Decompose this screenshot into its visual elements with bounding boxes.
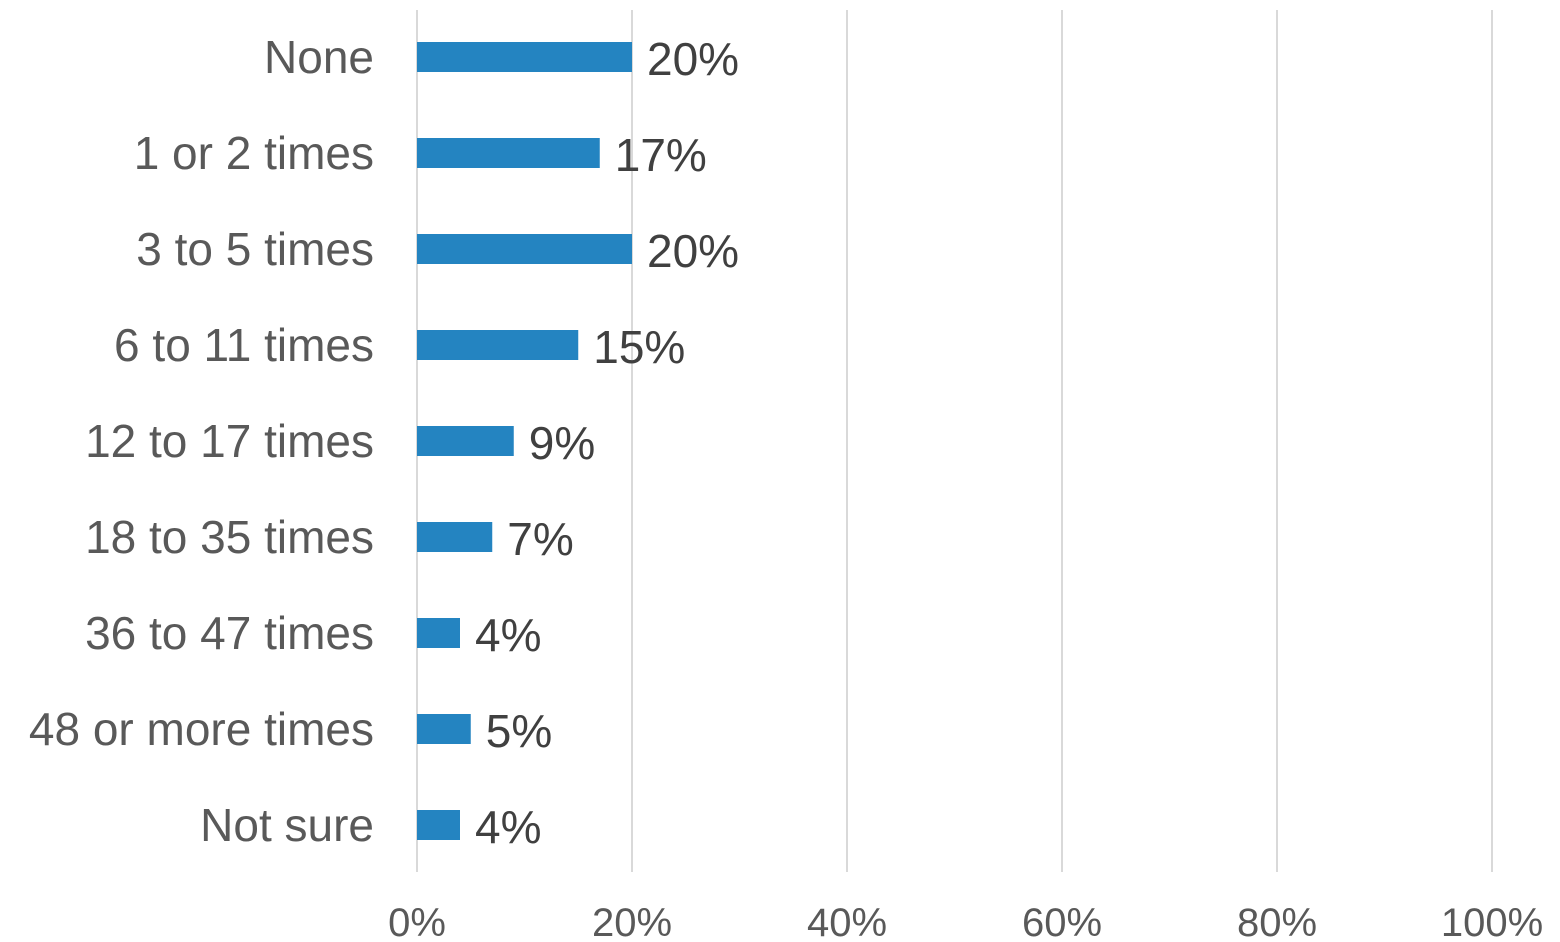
bar	[417, 714, 471, 744]
bar-value-label: 4%	[475, 609, 541, 661]
bar	[417, 426, 514, 456]
bar-value-label: 20%	[647, 33, 739, 85]
category-label: 3 to 5 times	[136, 223, 374, 275]
bar	[417, 234, 632, 264]
bar	[417, 618, 460, 648]
bar	[417, 42, 632, 72]
bar-value-label: 7%	[507, 513, 573, 565]
bar	[417, 810, 460, 840]
bar-value-label: 4%	[475, 801, 541, 853]
category-label: None	[264, 31, 374, 83]
bar	[417, 138, 600, 168]
x-tick-label: 0%	[388, 901, 446, 942]
x-tick-label: 40%	[807, 901, 887, 942]
category-label: 6 to 11 times	[114, 319, 374, 371]
x-tick-label: 100%	[1441, 901, 1543, 942]
category-label: Not sure	[200, 799, 374, 851]
category-labels: None 1 or 2 times 3 to 5 times 6 to 11 time…	[29, 31, 374, 851]
x-tick-label: 60%	[1022, 901, 1102, 942]
category-label: 12 to 17 times	[85, 415, 374, 467]
x-tick-label: 20%	[592, 901, 672, 942]
bar-value-label: 15%	[593, 321, 685, 373]
category-label: 36 to 47 times	[85, 607, 374, 659]
bar-value-label: 5%	[486, 705, 552, 757]
category-label: 48 or more times	[29, 703, 374, 755]
bars	[417, 42, 632, 840]
value-labels: 20% 17% 20% 15% 9% 7% 4% 5% 4%	[475, 33, 739, 853]
category-label: 18 to 35 times	[85, 511, 374, 563]
bar	[417, 330, 579, 360]
bar	[417, 522, 493, 552]
x-tick-label: 80%	[1237, 901, 1317, 942]
category-label: 1 or 2 times	[134, 127, 374, 179]
bar-value-label: 20%	[647, 225, 739, 277]
bar-value-label: 9%	[529, 417, 595, 469]
x-axis-tick-labels: 0% 20% 40% 60% 80% 100%	[388, 901, 1543, 942]
bar-value-label: 17%	[615, 129, 707, 181]
